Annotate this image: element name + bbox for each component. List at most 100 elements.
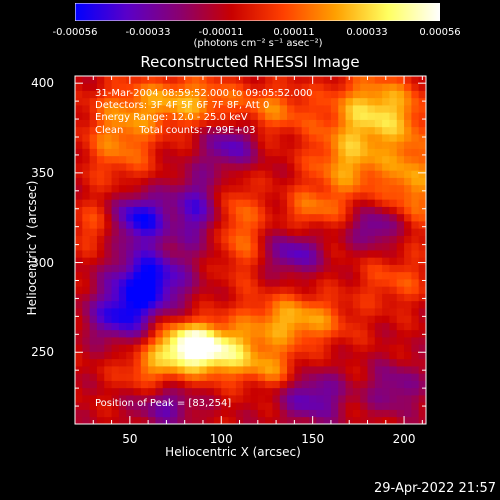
heatmap-cell: [279, 250, 288, 258]
heatmap-cell: [338, 83, 346, 91]
heatmap-cell: [265, 257, 273, 265]
heatmap-cell: [338, 373, 346, 381]
heatmap-cell: [352, 90, 361, 99]
heatmap-cell: [155, 83, 164, 91]
heatmap-cell: [338, 337, 346, 345]
heatmap-cell: [192, 206, 200, 215]
heatmap-cell: [404, 351, 412, 360]
heatmap-cell: [177, 97, 186, 106]
heatmap-cell: [360, 300, 368, 309]
heatmap-cell: [199, 322, 208, 331]
heatmap-cell: [184, 351, 193, 360]
heatmap-cell: [316, 184, 325, 193]
heatmap-cell: [148, 373, 156, 381]
heatmap-cell: [199, 387, 208, 396]
heatmap-cell: [404, 242, 412, 251]
heatmap-cell: [257, 250, 266, 258]
heatmap-cell: [367, 134, 376, 142]
heatmap-cell: [301, 242, 310, 251]
heatmap-cell: [411, 300, 420, 309]
heatmap-cell: [382, 134, 390, 142]
heatmap-cell: [184, 97, 193, 106]
heatmap-cell: [396, 177, 405, 186]
heatmap-cell: [374, 184, 383, 193]
heatmap-cell: [221, 409, 229, 418]
heatmap-cell: [374, 90, 383, 99]
heatmap-cell: [184, 228, 193, 236]
heatmap-cell: [396, 97, 405, 106]
heatmap-cell: [177, 228, 186, 236]
heatmap-cell: [411, 213, 420, 222]
heatmap-cell: [104, 206, 112, 215]
heatmap-cell: [272, 257, 281, 265]
heatmap-cell: [330, 105, 339, 113]
heatmap-cell: [294, 271, 303, 280]
heatmap-cell: [89, 163, 98, 171]
heatmap-cell: [111, 337, 120, 345]
heatmap-cell: [404, 337, 412, 345]
heatmap-cell: [294, 250, 303, 258]
heatmap-cell: [257, 105, 266, 113]
heatmap-cell: [170, 337, 178, 345]
heatmap-cell: [228, 250, 237, 258]
heatmap-cell: [104, 76, 112, 84]
heatmap-cell: [272, 322, 281, 331]
heatmap-cell: [148, 351, 156, 360]
heatmap-cell: [382, 286, 390, 294]
heatmap-cell: [250, 416, 259, 425]
heatmap-cell: [360, 286, 368, 294]
heatmap-cell: [96, 358, 105, 367]
heatmap-cell: [309, 395, 317, 403]
heatmap-cell: [206, 286, 215, 294]
heatmap-cell: [75, 163, 83, 171]
heatmap-cell: [184, 344, 193, 352]
heatmap-cell: [89, 402, 98, 410]
heatmap-cell: [374, 329, 383, 338]
heatmap-cell: [192, 155, 200, 164]
heatmap-cell: [140, 242, 149, 251]
heatmap-cell: [323, 264, 332, 273]
heatmap-cell: [162, 300, 171, 309]
heatmap-cell: [389, 126, 398, 135]
heatmap-cell: [301, 286, 310, 294]
heatmap-cell: [82, 279, 91, 287]
heatmap-cell: [221, 235, 229, 244]
heatmap-cell: [389, 97, 398, 106]
heatmap-cell: [243, 155, 251, 164]
heatmap-cell: [279, 344, 288, 352]
heatmap-cell: [75, 264, 83, 273]
heatmap-cell: [111, 119, 120, 128]
heatmap-cell: [257, 387, 266, 396]
heatmap-cell: [338, 308, 346, 316]
heatmap-cell: [323, 155, 332, 164]
heatmap-cell: [199, 271, 208, 280]
heatmap-cell: [389, 300, 398, 309]
heatmap-cell: [265, 351, 273, 360]
heatmap-cell: [177, 271, 186, 280]
heatmap-cell: [118, 105, 127, 113]
heatmap-cell: [396, 250, 405, 258]
heatmap-cell: [243, 134, 251, 142]
heatmap-cell: [250, 141, 259, 149]
heatmap-cell: [272, 271, 281, 280]
heatmap-cell: [170, 83, 178, 91]
heatmap-cell: [192, 337, 200, 345]
heatmap-cell: [352, 337, 361, 345]
heatmap-cell: [367, 170, 376, 178]
heatmap-cell: [345, 373, 354, 381]
heatmap-cell: [170, 300, 178, 309]
heatmap-cell: [206, 366, 215, 374]
heatmap-cell: [294, 257, 303, 265]
heatmap-cell: [272, 163, 281, 171]
heatmap-cell: [323, 322, 332, 331]
heatmap-cell: [389, 380, 398, 389]
heatmap-cell: [82, 141, 91, 149]
heatmap-cell: [265, 213, 273, 222]
heatmap-cell: [404, 97, 412, 106]
heatmap-cell: [104, 271, 112, 280]
heatmap-cell: [389, 402, 398, 410]
heatmap-cell: [177, 293, 186, 302]
heatmap-cell: [192, 322, 200, 331]
heatmap-cell: [140, 373, 149, 381]
heatmap-cell: [82, 97, 91, 106]
